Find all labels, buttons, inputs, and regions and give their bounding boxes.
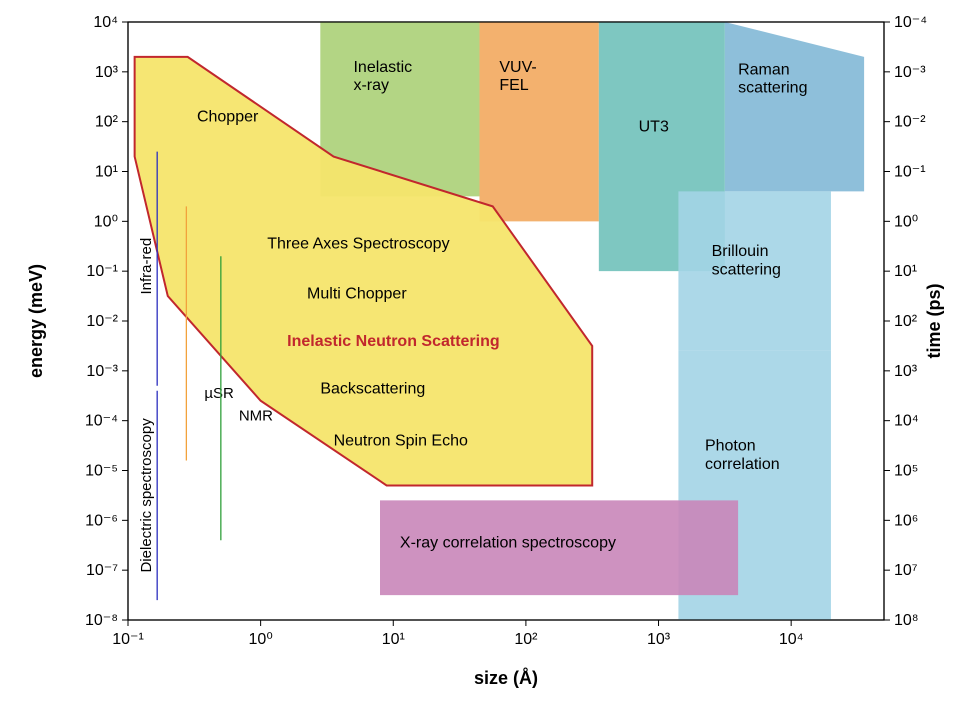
x-tick-label: 10⁻¹ [112,631,144,648]
y-right-tick-label: 10⁸ [894,612,919,629]
y-right-tick-label: 10⁻¹ [894,164,926,181]
x-tick-label: 10² [514,631,538,648]
y-right-tick-label: 10⁴ [894,413,919,430]
y-left-axis-label: energy (meV) [26,264,46,378]
y-right-tick-label: 10² [894,313,918,330]
y-left-tick-label: 10⁻⁷ [86,562,118,579]
y-left-tick-label: 10⁻⁶ [85,512,118,529]
x-tick-label: 10⁰ [249,631,273,648]
x-tick-label: 10⁴ [779,631,804,648]
y-left-tick-label: 10¹ [95,164,118,181]
inner-label-4: Backscattering [320,380,425,397]
y-left-tick-label: 10⁻⁸ [85,612,118,629]
y-right-tick-label: 10⁻⁴ [894,14,927,31]
region-label-ut3: UT3 [639,119,669,136]
y-right-tick-label: 10⁻² [894,114,926,131]
x-axis-label: size (Å) [474,668,538,688]
y-left-tick-label: 10⁰ [94,213,118,230]
y-left-tick-label: 10⁻² [86,313,118,330]
y-right-tick-label: 10⁷ [894,562,918,579]
y-left-tick-label: 10⁻⁵ [85,463,118,480]
y-left-tick-label: 10³ [95,64,119,81]
region-raman-scattering [725,22,864,191]
y-right-tick-label: 10⁶ [894,512,918,529]
inner-label-0: Chopper [197,109,259,126]
y-left-tick-label: 10⁻¹ [86,263,118,280]
y-right-axis-label: time (ps) [924,283,944,358]
y-right-tick-label: 10⁻³ [894,64,926,81]
y-left-tick-label: 10² [95,114,119,131]
vline-label-nmr: NMR [239,408,273,425]
y-left-tick-label: 10⁻⁴ [85,413,118,430]
inner-label-3: Inelastic Neutron Scattering [287,333,500,350]
y-right-tick-label: 10⁰ [894,213,918,230]
x-tick-label: 10¹ [382,631,405,648]
inner-label-2: Multi Chopper [307,286,407,303]
vline-label-musr: µSR [204,385,234,402]
y-right-tick-label: 10¹ [894,263,917,280]
y-left-tick-label: 10⁻³ [86,363,118,380]
vline-label-dielectric-spectroscopy: Dielectric spectroscopy [138,418,155,573]
inner-label-1: Three Axes Spectroscopy [267,236,449,253]
x-tick-label: 10³ [647,631,671,648]
vline-label-infra-red: Infra-red [138,238,155,295]
region-label-xray-correlation-spectroscopy: X-ray correlation spectroscopy [400,535,616,552]
y-right-tick-label: 10³ [894,363,918,380]
y-right-tick-label: 10⁵ [894,463,918,480]
region-vuv-fel [479,22,598,221]
inner-label-5: Neutron Spin Echo [334,433,468,450]
y-left-tick-label: 10⁴ [93,14,118,31]
